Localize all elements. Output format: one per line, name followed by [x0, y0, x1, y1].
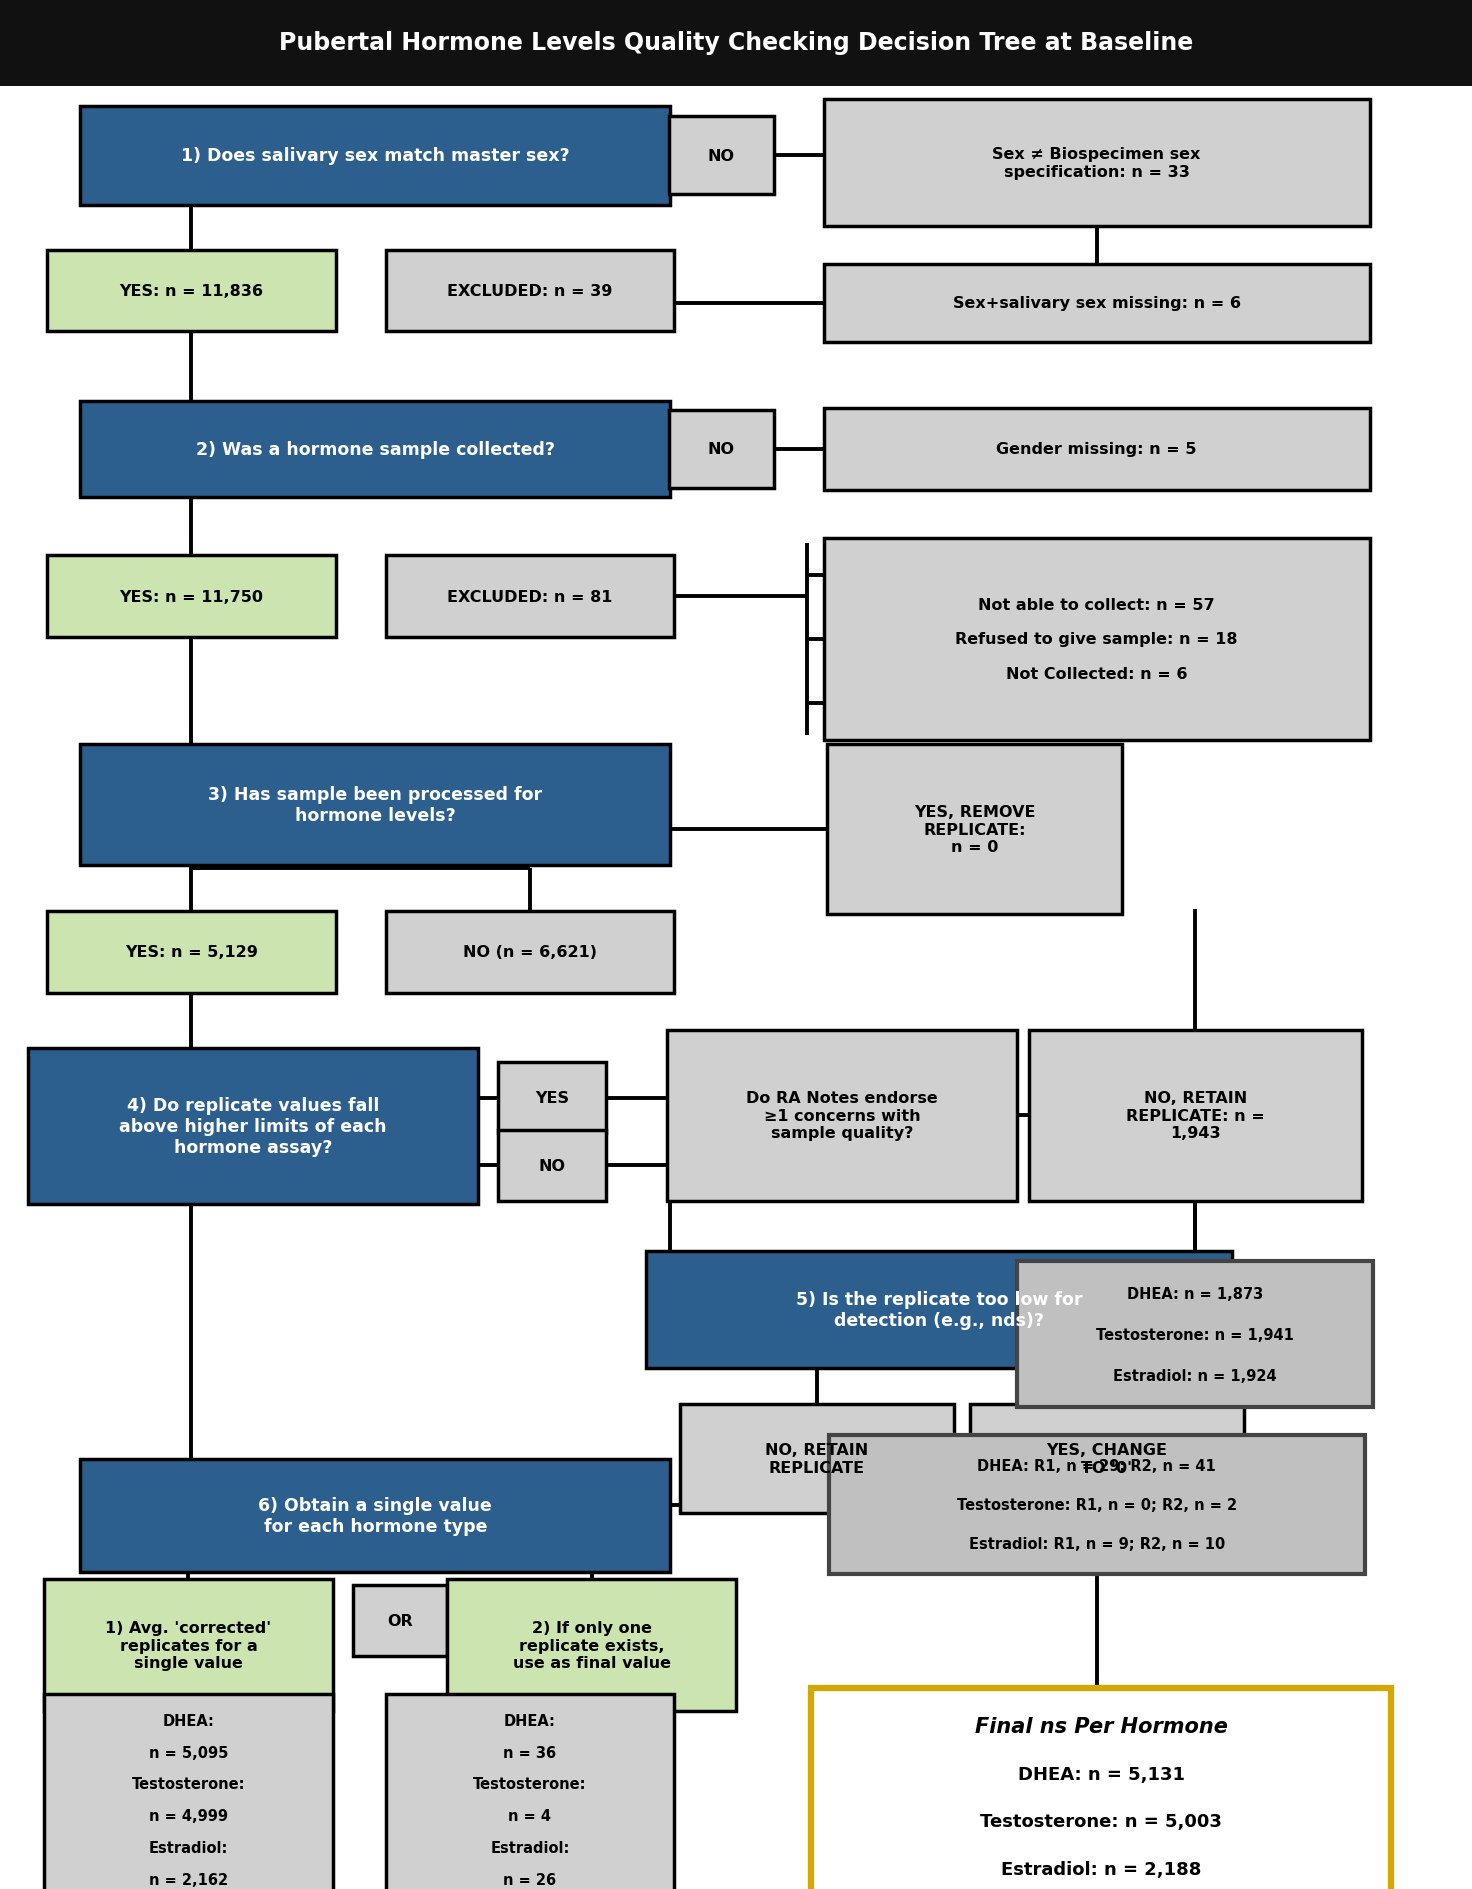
Text: Not able to collect: n = 57

Refused to give sample: n = 18

Not Collected: n = : Not able to collect: n = 57 Refused to g… [955, 597, 1238, 682]
FancyBboxPatch shape [824, 264, 1369, 342]
Text: 5) Is the replicate too low for
detection (e.g., nds)?: 5) Is the replicate too low for detectio… [796, 1290, 1082, 1328]
FancyBboxPatch shape [824, 408, 1369, 491]
FancyBboxPatch shape [668, 410, 774, 489]
Text: DHEA: n = 5,131: DHEA: n = 5,131 [1017, 1764, 1185, 1783]
Text: n = 5,095: n = 5,095 [149, 1745, 228, 1761]
FancyBboxPatch shape [970, 1405, 1244, 1513]
Text: Pubertal Hormone Levels Quality Checking Decision Tree at Baseline: Pubertal Hormone Levels Quality Checking… [278, 30, 1194, 55]
Text: Testosterone: n = 5,003: Testosterone: n = 5,003 [980, 1812, 1222, 1830]
Text: n = 2,162: n = 2,162 [149, 1872, 228, 1887]
Text: Testosterone: R1, n = 0; R2, n = 2: Testosterone: R1, n = 0; R2, n = 2 [957, 1498, 1236, 1513]
Text: NO: NO [708, 149, 735, 164]
Text: n = 36: n = 36 [503, 1745, 556, 1761]
FancyBboxPatch shape [79, 402, 670, 497]
FancyBboxPatch shape [0, 0, 1472, 87]
FancyBboxPatch shape [386, 1694, 674, 1889]
Text: NO (n = 6,621): NO (n = 6,621) [462, 944, 598, 960]
FancyBboxPatch shape [668, 117, 774, 195]
Text: Estradiol: n = 2,188: Estradiol: n = 2,188 [1001, 1859, 1201, 1878]
FancyBboxPatch shape [498, 1130, 606, 1201]
FancyBboxPatch shape [44, 1694, 333, 1889]
Text: YES, REMOVE
REPLICATE:
n = 0: YES, REMOVE REPLICATE: n = 0 [914, 805, 1035, 854]
FancyBboxPatch shape [811, 1689, 1391, 1889]
FancyBboxPatch shape [824, 538, 1369, 740]
Text: n = 4,999: n = 4,999 [149, 1808, 228, 1823]
FancyBboxPatch shape [353, 1585, 447, 1657]
FancyBboxPatch shape [824, 100, 1369, 227]
Text: Estradiol: R1, n = 9; R2, n = 10: Estradiol: R1, n = 9; R2, n = 10 [969, 1536, 1225, 1551]
Text: Testosterone:: Testosterone: [473, 1776, 587, 1791]
Text: DHEA:: DHEA: [503, 1713, 556, 1728]
Text: 4) Do replicate values fall
above higher limits of each
hormone assay?: 4) Do replicate values fall above higher… [119, 1098, 387, 1156]
Text: DHEA: R1, n = 29; R2, n = 41: DHEA: R1, n = 29; R2, n = 41 [977, 1458, 1216, 1473]
FancyBboxPatch shape [79, 106, 670, 206]
Text: n = 26: n = 26 [503, 1872, 556, 1887]
Text: Sex+salivary sex missing: n = 6: Sex+salivary sex missing: n = 6 [952, 297, 1241, 312]
Text: 1) Does salivary sex match master sex?: 1) Does salivary sex match master sex? [181, 147, 570, 164]
Text: Estradiol:: Estradiol: [490, 1840, 570, 1855]
FancyBboxPatch shape [47, 555, 336, 638]
Text: Final ns Per Hormone: Final ns Per Hormone [974, 1717, 1228, 1736]
Text: YES, CHANGE
TO '0': YES, CHANGE TO '0' [1047, 1443, 1167, 1475]
Text: 3) Has sample been processed for
hormone levels?: 3) Has sample been processed for hormone… [209, 786, 542, 824]
FancyBboxPatch shape [498, 1062, 606, 1133]
Text: NO: NO [539, 1158, 565, 1173]
FancyBboxPatch shape [79, 744, 670, 865]
FancyBboxPatch shape [1029, 1031, 1362, 1201]
FancyBboxPatch shape [667, 1031, 1017, 1201]
Text: 2) If only one
replicate exists,
use as final value: 2) If only one replicate exists, use as … [512, 1621, 671, 1670]
FancyBboxPatch shape [386, 912, 674, 994]
Text: YES: n = 11,750: YES: n = 11,750 [119, 589, 263, 604]
Text: NO: NO [708, 442, 735, 457]
Text: NO, RETAIN
REPLICATE: NO, RETAIN REPLICATE [765, 1443, 868, 1475]
FancyBboxPatch shape [47, 912, 336, 994]
FancyBboxPatch shape [646, 1251, 1232, 1368]
FancyBboxPatch shape [829, 1436, 1365, 1574]
Text: Do RA Notes endorse
≥1 concerns with
sample quality?: Do RA Notes endorse ≥1 concerns with sam… [746, 1092, 938, 1141]
FancyBboxPatch shape [79, 1458, 670, 1572]
Text: Testosterone:: Testosterone: [131, 1776, 246, 1791]
Text: Estradiol:: Estradiol: [149, 1840, 228, 1855]
Text: EXCLUDED: n = 39: EXCLUDED: n = 39 [447, 283, 612, 298]
Text: DHEA:: DHEA: [162, 1713, 215, 1728]
Text: EXCLUDED: n = 81: EXCLUDED: n = 81 [447, 589, 612, 604]
Text: YES: YES [534, 1090, 570, 1105]
Text: NO, RETAIN
REPLICATE: n =
1,943: NO, RETAIN REPLICATE: n = 1,943 [1126, 1092, 1264, 1141]
Text: n = 4: n = 4 [508, 1808, 552, 1823]
Text: Gender missing: n = 5: Gender missing: n = 5 [997, 442, 1197, 457]
FancyBboxPatch shape [1017, 1262, 1373, 1407]
FancyBboxPatch shape [447, 1579, 736, 1711]
Text: YES: n = 11,836: YES: n = 11,836 [119, 283, 263, 298]
Text: Estradiol: n = 1,924: Estradiol: n = 1,924 [1113, 1368, 1278, 1383]
Text: 2) Was a hormone sample collected?: 2) Was a hormone sample collected? [196, 440, 555, 459]
FancyBboxPatch shape [386, 251, 674, 332]
FancyBboxPatch shape [28, 1048, 478, 1205]
FancyBboxPatch shape [44, 1579, 333, 1711]
Text: 6) Obtain a single value
for each hormone type: 6) Obtain a single value for each hormon… [259, 1496, 492, 1536]
Text: YES: n = 5,129: YES: n = 5,129 [125, 944, 258, 960]
Text: 1) Avg. 'corrected'
replicates for a
single value: 1) Avg. 'corrected' replicates for a sin… [106, 1621, 271, 1670]
FancyBboxPatch shape [827, 744, 1122, 914]
FancyBboxPatch shape [680, 1405, 954, 1513]
FancyBboxPatch shape [47, 251, 336, 332]
Text: DHEA: n = 1,873: DHEA: n = 1,873 [1128, 1286, 1263, 1302]
Text: OR: OR [387, 1613, 414, 1628]
Text: Testosterone: n = 1,941: Testosterone: n = 1,941 [1097, 1326, 1294, 1341]
FancyBboxPatch shape [386, 555, 674, 638]
Text: Sex ≠ Biospecimen sex
specification: n = 33: Sex ≠ Biospecimen sex specification: n =… [992, 147, 1201, 179]
